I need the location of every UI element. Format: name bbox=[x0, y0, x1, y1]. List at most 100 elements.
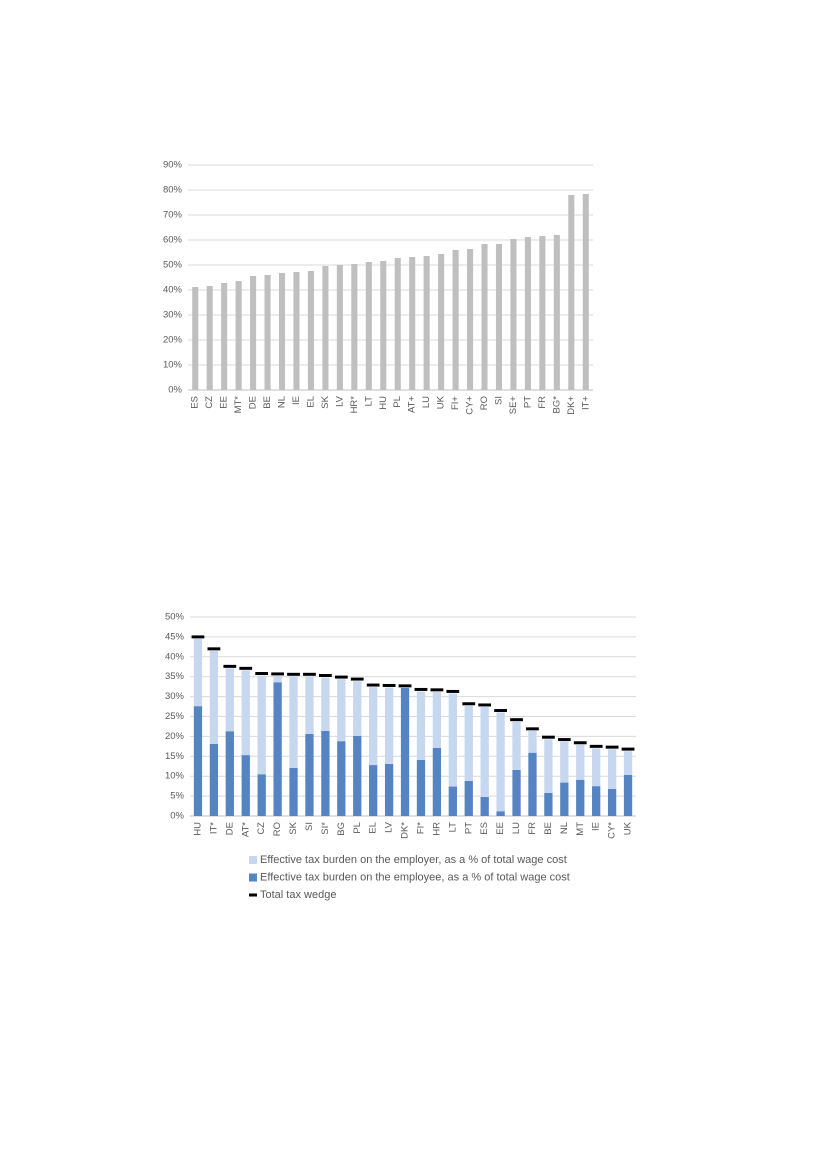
bar-segment bbox=[305, 674, 314, 735]
y-tick-label: 0% bbox=[168, 385, 182, 396]
x-tick-label: AT+ bbox=[407, 396, 418, 413]
x-tick-label: SE+ bbox=[508, 396, 519, 415]
bar-segment bbox=[193, 636, 203, 707]
total-marker bbox=[254, 671, 269, 676]
x-tick-label: ES bbox=[190, 396, 201, 409]
total-marker bbox=[334, 674, 349, 680]
total-marker bbox=[445, 689, 460, 694]
y-tick-label: 90% bbox=[163, 160, 183, 171]
bar bbox=[495, 244, 503, 390]
y-tick-label: 5% bbox=[170, 791, 184, 802]
legend-swatch bbox=[249, 873, 257, 882]
total-marker bbox=[605, 745, 620, 750]
x-tick-label: FR bbox=[537, 396, 548, 409]
bar-segment bbox=[560, 782, 569, 816]
bar-segment bbox=[560, 739, 569, 783]
bar-segment bbox=[448, 786, 457, 816]
bar-segment bbox=[432, 747, 442, 816]
bar-segment bbox=[353, 736, 362, 816]
y-tick-label: 35% bbox=[165, 671, 185, 682]
x-tick-label: RO bbox=[479, 396, 490, 410]
x-tick-label: IE bbox=[591, 822, 602, 831]
x-tick-label: FI+ bbox=[450, 396, 461, 410]
x-tick-label: DE bbox=[224, 822, 235, 835]
legend-swatch bbox=[249, 856, 257, 864]
x-tick-label: AT* bbox=[240, 822, 251, 837]
x-tick-label: SI bbox=[493, 396, 504, 405]
bar bbox=[365, 262, 372, 390]
x-tick-label: EE bbox=[219, 396, 230, 409]
bar-segment bbox=[528, 728, 537, 753]
bar bbox=[322, 266, 329, 390]
bar-segment bbox=[416, 689, 426, 760]
bar-segment bbox=[528, 752, 537, 816]
y-tick-label: 30% bbox=[163, 310, 183, 321]
bar-segment bbox=[321, 675, 330, 731]
bar-segment bbox=[353, 679, 362, 737]
y-tick-label: 20% bbox=[165, 731, 185, 742]
x-tick-label: CY+ bbox=[465, 396, 476, 415]
y-tick-label: 20% bbox=[163, 335, 183, 346]
x-tick-label: DE bbox=[248, 396, 259, 409]
bar-segment bbox=[576, 742, 585, 780]
x-tick-label: EL bbox=[305, 396, 316, 408]
bar-segment bbox=[432, 689, 442, 748]
x-tick-label: NL bbox=[559, 822, 570, 834]
y-tick-label: 50% bbox=[165, 612, 185, 623]
bar-segment bbox=[384, 763, 394, 816]
total-marker bbox=[222, 664, 237, 669]
x-tick-label: BE bbox=[543, 822, 554, 835]
total-marker bbox=[350, 676, 365, 682]
x-tick-label: PT bbox=[522, 396, 533, 408]
bar-segment bbox=[592, 786, 601, 816]
bar bbox=[250, 276, 257, 390]
bar bbox=[510, 239, 517, 390]
total-marker bbox=[573, 740, 588, 745]
bar-segment bbox=[273, 673, 282, 683]
x-tick-label: EE bbox=[495, 822, 506, 835]
x-tick-label: HR* bbox=[349, 396, 360, 414]
bar bbox=[235, 281, 242, 390]
y-tick-label: 40% bbox=[163, 285, 183, 296]
x-tick-label: SK bbox=[320, 395, 331, 408]
total-marker bbox=[509, 717, 524, 722]
bar bbox=[423, 256, 430, 390]
y-tick-label: 80% bbox=[163, 185, 183, 196]
x-tick-label: RO bbox=[272, 822, 283, 836]
bar-segment bbox=[257, 673, 266, 775]
x-tick-label: BE bbox=[262, 396, 273, 409]
bar bbox=[278, 273, 286, 390]
x-tick-label: UK bbox=[436, 395, 447, 409]
total-marker bbox=[286, 672, 301, 677]
x-tick-label: LT bbox=[363, 396, 374, 407]
x-tick-label: FR bbox=[527, 822, 538, 835]
total-marker bbox=[589, 744, 604, 749]
bar-segment bbox=[464, 780, 473, 816]
x-tick-label: UK bbox=[623, 821, 634, 835]
x-tick-label: HU bbox=[378, 396, 389, 410]
total-marker bbox=[302, 672, 317, 677]
x-tick-label: SK bbox=[288, 821, 299, 834]
y-tick-label: 25% bbox=[165, 711, 185, 722]
x-tick-label: LT bbox=[447, 822, 458, 833]
bar-segment bbox=[384, 685, 394, 764]
bar-segment bbox=[544, 737, 553, 793]
total-marker bbox=[413, 687, 428, 692]
x-tick-label: PT bbox=[463, 822, 474, 834]
total-marker bbox=[477, 702, 492, 708]
x-tick-label: LV bbox=[384, 821, 395, 833]
bar-segment bbox=[464, 703, 473, 781]
bar-segment bbox=[416, 759, 426, 816]
x-tick-label: HU bbox=[192, 822, 203, 836]
bar-segment bbox=[241, 668, 250, 756]
x-tick-label: PL bbox=[352, 822, 363, 834]
total-marker bbox=[318, 673, 333, 678]
bar bbox=[394, 258, 401, 390]
total-marker bbox=[398, 683, 413, 688]
bar-segment bbox=[480, 704, 489, 797]
total-marker bbox=[557, 737, 572, 742]
bar bbox=[221, 283, 228, 390]
x-tick-label: HR bbox=[431, 822, 442, 836]
legend-label: Total tax wedge bbox=[260, 889, 336, 901]
total-marker bbox=[382, 683, 397, 688]
